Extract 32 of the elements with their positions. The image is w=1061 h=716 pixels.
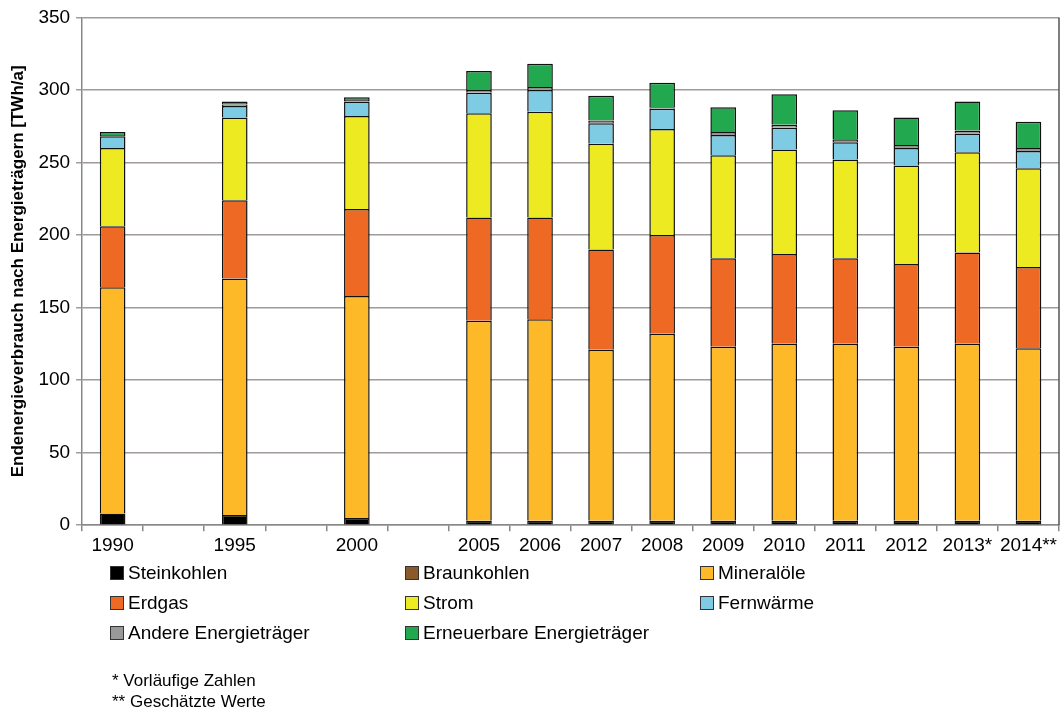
- legend-label: Braunkohlen: [423, 562, 530, 584]
- y-tick-label: 300: [38, 78, 71, 100]
- x-tick-label: 2013*: [942, 533, 993, 555]
- y-tick-label: 100: [38, 368, 71, 390]
- x-tick-label: 2012: [885, 533, 928, 555]
- legend-label: Erneuerbare Energieträger: [423, 622, 650, 644]
- x-tick-label: 2014**: [999, 533, 1058, 555]
- y-tick-label: 350: [38, 5, 71, 27]
- x-tick-label: 2011: [824, 533, 866, 555]
- x-tick-label: 1995: [213, 533, 256, 555]
- x-tick-label: 2007: [579, 533, 623, 555]
- x-tick-label: 2006: [518, 533, 562, 555]
- text: ** Geschätzte Werte: [112, 691, 266, 712]
- x-tick-label: 2009: [702, 533, 745, 555]
- legend-label: Strom: [423, 592, 474, 614]
- x-tick-label: 2005: [457, 533, 501, 555]
- legend-label: Steinkohlen: [128, 562, 228, 584]
- y-tick-label: 50: [48, 440, 71, 462]
- text: * Vorläufige Zahlen: [112, 670, 257, 691]
- legend-label: Erdgas: [128, 592, 189, 614]
- legend-label: Mineralöle: [718, 562, 806, 584]
- y-axis-title: Endenergieverbrauch nach Energieträgern [TWh/a]: [7, 65, 27, 478]
- legend-label: Fernwärme: [718, 592, 815, 614]
- y-tick-label: 250: [38, 150, 71, 172]
- y-tick-label: 200: [38, 223, 71, 245]
- x-tick-label: 2000: [335, 533, 378, 555]
- x-tick-label: 1990: [91, 533, 134, 555]
- y-tick-label: 0: [59, 513, 71, 535]
- x-tick-label: 2008: [640, 533, 684, 555]
- y-tick-label: 150: [38, 295, 71, 317]
- legend-label: Andere Energieträger: [128, 622, 310, 644]
- x-tick-label: 2010: [763, 533, 806, 555]
